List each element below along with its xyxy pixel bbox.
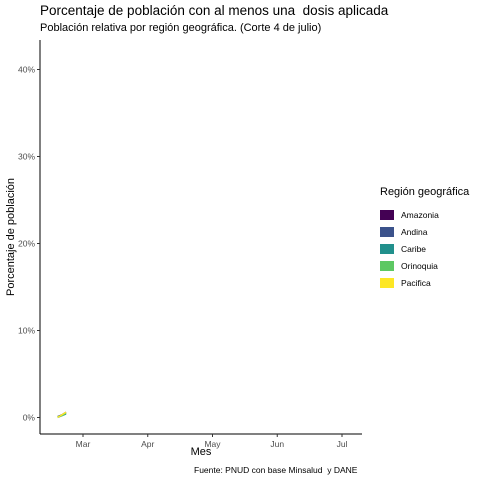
legend-title: Región geográfica: [380, 186, 470, 198]
y-tick-label: 10%: [18, 326, 35, 336]
y-tick-label: 30%: [18, 152, 35, 162]
chart-caption: Fuente: PNUD con base Minsalud y DANE: [194, 465, 358, 475]
legend-label: Orinoquia: [401, 260, 438, 271]
legend-label: Amazonia: [401, 209, 439, 220]
chart-subtitle: Población relativa por región geográfica…: [40, 22, 322, 34]
x-tick-label: Jun: [270, 439, 284, 449]
x-tick-label: Apr: [141, 439, 154, 449]
legend-item-pacifica: Pacifica: [380, 274, 469, 291]
legend-item-amazonia: Amazonia: [380, 206, 469, 223]
legend-swatch: [380, 226, 394, 237]
legend-item-andina: Andina: [380, 223, 469, 240]
y-tick-label: 0%: [23, 413, 36, 423]
x-tick-label: May: [204, 439, 221, 449]
legend-swatch: [380, 209, 394, 220]
x-axis-title: Mes: [191, 446, 212, 458]
chart-title: Porcentaje de población con al menos una…: [40, 3, 389, 18]
legend-swatch: [380, 277, 394, 288]
legend-item-caribe: Caribe: [380, 240, 469, 257]
legend-label: Pacifica: [401, 277, 431, 288]
legend-swatch: [380, 243, 394, 254]
y-axis-title: Porcentaje de población: [5, 178, 17, 296]
x-tick-label: Jul: [337, 439, 348, 449]
series-line-pacifica: [57, 411, 67, 419]
y-tick-label: 40%: [18, 65, 35, 75]
legend-item-orinoquia: Orinoquia: [380, 257, 469, 274]
y-tick-label: 20%: [18, 239, 35, 249]
legend-swatch: [380, 260, 394, 271]
legend-label: Andina: [401, 226, 428, 237]
legend-label: Caribe: [401, 243, 427, 254]
x-tick-label: Mar: [76, 439, 91, 449]
legend: Región geográfica Amazonia Andina Caribe Or…: [380, 186, 469, 291]
